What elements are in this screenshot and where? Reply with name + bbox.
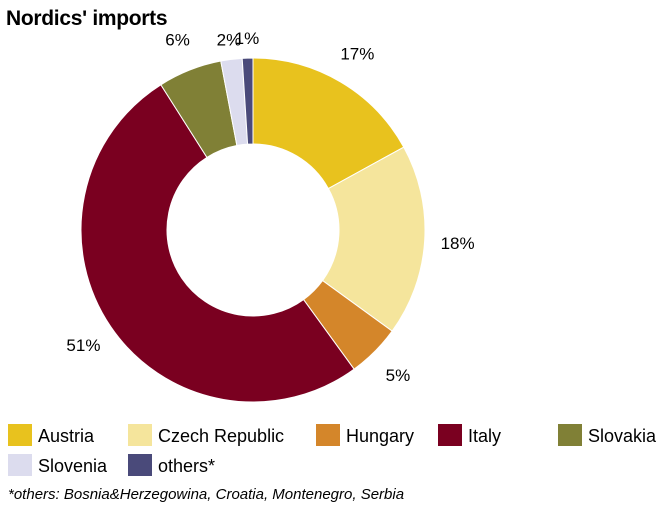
slice-labels: 17% 18% 5% 51% 6% 2%1% bbox=[66, 29, 474, 385]
legend-label-italy: Italy bbox=[468, 426, 501, 446]
slice-label-slovenia: 2% bbox=[217, 31, 242, 50]
slice-label-slovakia: 6% bbox=[165, 30, 190, 49]
chart-title: Nordics' imports bbox=[6, 7, 167, 30]
legend-swatch-slovenia bbox=[8, 454, 32, 476]
slice-label-czech-republic: 18% bbox=[441, 234, 475, 253]
slice-austria bbox=[252, 57, 405, 190]
legend-label-czech-republic: Czech Republic bbox=[158, 426, 284, 446]
legend-label-slovakia: Slovakia bbox=[588, 426, 657, 446]
legend-swatch-hungary bbox=[316, 424, 340, 446]
slice-czech-republic bbox=[321, 146, 426, 332]
donut-slices bbox=[80, 57, 426, 403]
legend-label-others: others* bbox=[158, 456, 215, 476]
legend-swatch-slovakia bbox=[558, 424, 582, 446]
legend: Austria Czech Republic Hungary Italy Slovaki… bbox=[8, 424, 657, 476]
slice-label-others: 1% bbox=[235, 29, 260, 48]
legend-label-slovenia: Slovenia bbox=[38, 456, 108, 476]
slice-others bbox=[241, 57, 254, 145]
legend-label-austria: Austria bbox=[38, 426, 95, 446]
slice-label-hungary: 5% bbox=[386, 366, 411, 385]
legend-swatch-others bbox=[128, 454, 152, 476]
slice-label-italy: 51% bbox=[66, 336, 100, 355]
slice-label-austria: 17% bbox=[340, 45, 374, 64]
footnote: *others: Bosnia&Herzegowina, Croatia, Mo… bbox=[8, 486, 404, 503]
legend-label-hungary: Hungary bbox=[346, 426, 414, 446]
slice-italy bbox=[80, 84, 355, 403]
legend-swatch-czech-republic bbox=[128, 424, 152, 446]
legend-swatch-austria bbox=[8, 424, 32, 446]
legend-swatch-italy bbox=[438, 424, 462, 446]
